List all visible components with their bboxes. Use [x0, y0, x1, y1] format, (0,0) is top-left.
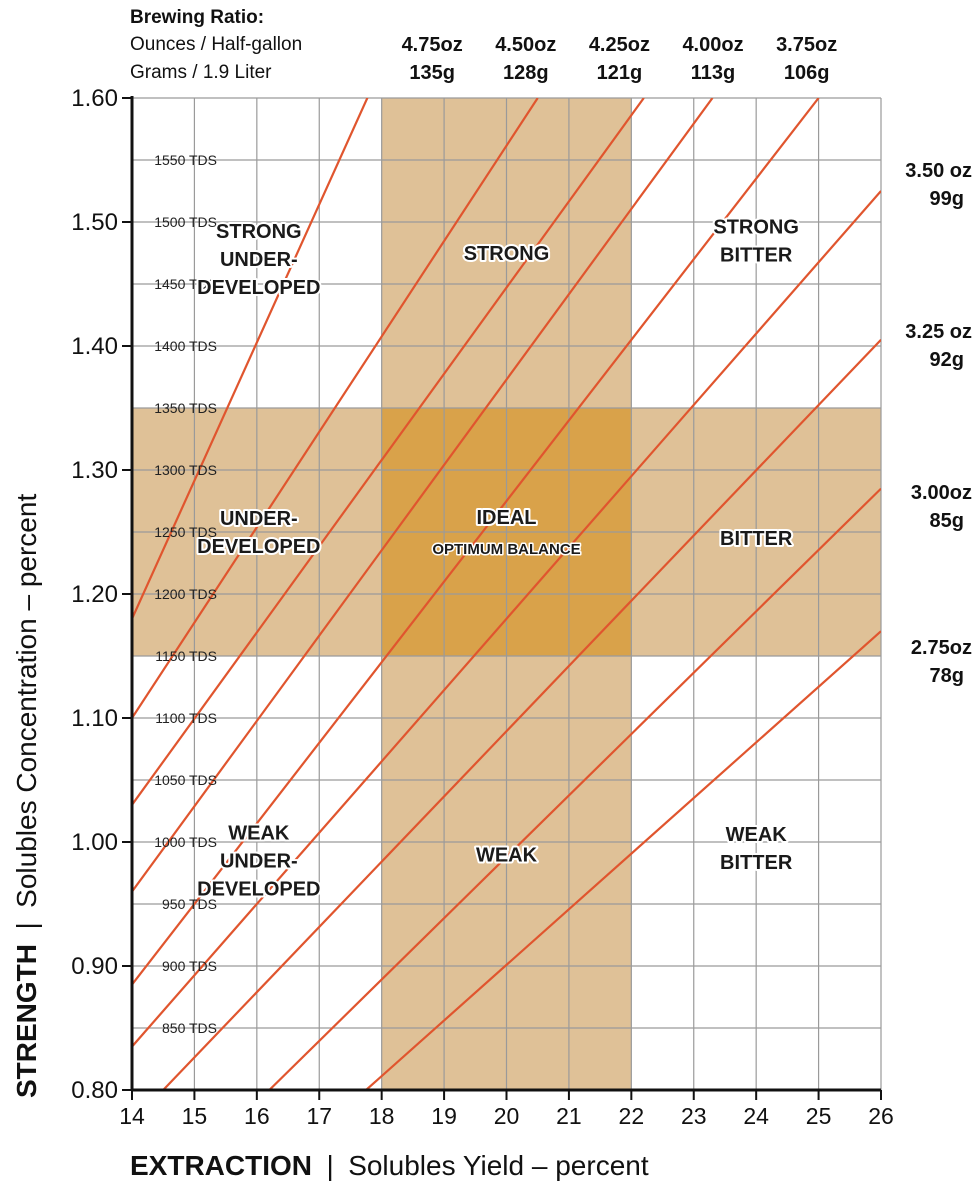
ratio-label-grams: 85g [930, 510, 964, 532]
tds-label: 1300 TDS [154, 462, 217, 478]
region-label: IDEAL [477, 507, 537, 529]
ratio-line-series [132, 98, 539, 719]
ratio-lines-layer [132, 98, 881, 1090]
ratio-label-oz: 4.50oz [495, 34, 556, 56]
ratio-label-oz: 3.75oz [776, 34, 837, 56]
ratio-label-oz: 4.75oz [402, 34, 463, 56]
ratio-label-oz: 3.00oz [911, 482, 972, 504]
x-tick-label: 16 [244, 1103, 270, 1129]
tds-label: 1150 TDS [155, 648, 217, 664]
x-axis-title-sep: | [326, 1150, 333, 1181]
tds-label: 1100 TDS [155, 710, 217, 726]
ratio-line-series [132, 98, 714, 893]
tds-label: 850 TDS [162, 1020, 217, 1036]
region-label: STRONG [464, 243, 550, 265]
tds-label: 950 TDS [162, 896, 217, 912]
tds-label: 1500 TDS [154, 214, 217, 230]
labels-layer: 1550 TDS 1500 TDS 1450 TDS 1400 TDS 1350 TDS… [154, 34, 972, 1036]
x-axis-title-rest: Solubles Yield – percent [348, 1150, 649, 1181]
y-tick-label: 1.30 [71, 457, 118, 484]
y-tick-label: 1.60 [71, 85, 118, 112]
tds-label: 1200 TDS [154, 586, 217, 602]
region-label: DEVELOPED [197, 277, 320, 299]
x-axis-title: EXTRACTION | Solubles Yield – percent [130, 1150, 649, 1181]
region-label: STRONG [216, 221, 302, 243]
ratio-line-series [132, 98, 820, 986]
tds-label: 1250 TDS [154, 524, 217, 540]
header-title: Brewing Ratio: [130, 7, 264, 28]
region-label: OPTIMUM BALANCE [432, 541, 580, 558]
ratio-label-grams: 113g [691, 62, 735, 84]
ratio-line-series [365, 630, 881, 1090]
ratio-label-grams: 99g [930, 188, 964, 210]
ratio-line-series [268, 487, 881, 1090]
y-axis-title-rest: Solubles Concentration – percent [11, 494, 42, 908]
region-label: BITTER [720, 245, 793, 267]
ratio-line-series [162, 339, 881, 1090]
ratio-label-grams: 106g [784, 62, 830, 84]
x-tick-label: 23 [681, 1103, 707, 1129]
x-tick-label: 17 [306, 1103, 332, 1129]
x-tick-label: 21 [556, 1103, 582, 1129]
ratio-label-grams: 92g [930, 349, 964, 371]
tds-label: 1400 TDS [154, 338, 217, 354]
x-tick-label: 14 [119, 1103, 145, 1129]
ratio-label-oz: 4.25oz [589, 34, 650, 56]
region-label: BITTER [720, 528, 793, 550]
tds-label: 1050 TDS [154, 772, 217, 788]
ratio-label-grams: 78g [930, 665, 964, 687]
x-tick-label: 24 [743, 1103, 769, 1129]
region-label: WEAK [476, 844, 538, 866]
tds-label: 900 TDS [162, 958, 217, 974]
ratio-label-grams: 121g [597, 62, 643, 84]
ratio-label-grams: 128g [503, 62, 549, 84]
y-axis-title-sep: | [11, 922, 42, 929]
region-label: UNDER- [220, 508, 298, 530]
ratio-label-oz: 3.25 oz [905, 321, 972, 343]
region-label: UNDER- [220, 851, 298, 873]
y-axis-title-bold: STRENGTH [11, 944, 42, 1098]
x-tick-label: 18 [369, 1103, 395, 1129]
region-label: BITTER [720, 852, 793, 874]
y-tick-label: 1.00 [71, 829, 118, 856]
x-tick-label: 25 [806, 1103, 832, 1129]
y-tick-label: 0.90 [71, 953, 118, 980]
region-label: DEVELOPED [197, 536, 320, 558]
y-tick-label: 1.10 [71, 705, 118, 732]
svg-text:EXTRACTION | Solub: EXTRACTION | Solubles Yield – percent [130, 1150, 649, 1181]
y-tick-label: 1.20 [71, 581, 118, 608]
y-tick-label: 0.80 [71, 1077, 118, 1104]
ratio-label-oz: 2.75oz [911, 637, 972, 659]
svg-text:STRENGTH | Soluble: STRENGTH | Solubles Concentration – perc… [11, 494, 42, 1098]
y-tick-label: 1.50 [71, 209, 118, 236]
region-label: WEAK [228, 823, 290, 845]
x-tick-label: 19 [431, 1103, 457, 1129]
region-label: STRONG [713, 217, 799, 239]
x-tick-label: 15 [182, 1103, 208, 1129]
x-tick-label: 20 [494, 1103, 520, 1129]
ratio-label-oz: 3.50 oz [905, 160, 972, 182]
tds-label: 1450 TDS [154, 276, 217, 292]
ratio-label-grams: 135g [409, 62, 455, 84]
region-label: WEAK [726, 824, 788, 846]
ratio-line-series [132, 190, 881, 1048]
y-axis-title: STRENGTH | Solubles Concentration – perc… [11, 494, 42, 1098]
tds-label: 1350 TDS [154, 400, 217, 416]
ratio-line-series [132, 98, 369, 620]
axes-layer: 0.80 0.90 1.00 1.10 1.20 1.30 1.40 1.50 1.60 14 15… [71, 85, 894, 1129]
ratio-line-series [132, 98, 645, 806]
x-tick-label: 22 [619, 1103, 645, 1129]
tds-label: 1000 TDS [154, 834, 217, 850]
x-tick-label: 26 [868, 1103, 894, 1129]
header-row2-label: Grams / 1.9 Liter [130, 62, 272, 83]
y-tick-label: 1.40 [71, 333, 118, 360]
ratio-label-oz: 4.00oz [682, 34, 743, 56]
x-axis-title-bold: EXTRACTION [130, 1150, 312, 1181]
region-label: DEVELOPED [197, 879, 320, 901]
region-label: UNDER- [220, 249, 298, 271]
tds-label: 1550 TDS [154, 152, 217, 168]
header-row1-label: Ounces / Half-gallon [130, 34, 302, 55]
